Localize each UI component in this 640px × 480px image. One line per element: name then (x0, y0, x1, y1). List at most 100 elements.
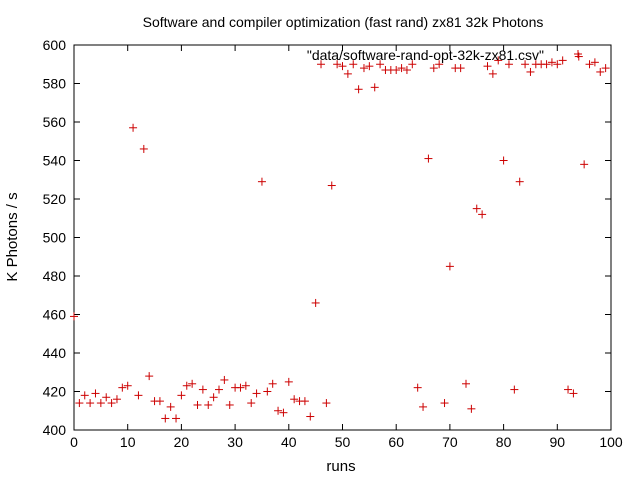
data-point (118, 383, 127, 392)
data-point (429, 64, 438, 73)
data-point (564, 385, 573, 394)
data-point (483, 62, 492, 71)
data-point (236, 383, 245, 392)
y-tick-label: 400 (43, 422, 67, 438)
x-tick-label: 40 (281, 434, 297, 450)
data-point (209, 393, 218, 402)
data-point (349, 60, 358, 69)
data-point (145, 372, 154, 381)
data-point (354, 85, 363, 94)
data-point (445, 262, 454, 271)
data-point (402, 66, 411, 75)
x-tick-label: 60 (388, 434, 404, 450)
x-axis-title: runs (326, 458, 355, 475)
data-point (279, 408, 288, 417)
data-point (547, 58, 556, 67)
y-tick-label: 500 (43, 230, 67, 246)
x-tick-label: 30 (227, 434, 243, 450)
data-point (515, 177, 524, 186)
data-point (274, 406, 283, 415)
data-point (317, 60, 326, 69)
data-point (558, 56, 567, 65)
data-point (478, 210, 487, 219)
data-point (521, 60, 530, 69)
data-point (601, 64, 610, 73)
data-point (268, 379, 277, 388)
data-point (553, 60, 562, 69)
legend-marker-symbol (574, 50, 582, 58)
x-tick-label: 80 (496, 434, 512, 450)
chart-title: Software and compiler optimization (fast… (143, 14, 544, 30)
legend: "data/software-rand-opt-32k-zx81.csv" (307, 47, 582, 63)
data-point (134, 391, 143, 400)
data-point (370, 83, 379, 92)
y-tick-label: 540 (43, 153, 67, 169)
data-point (424, 154, 433, 163)
data-point (257, 177, 266, 186)
data-point (263, 387, 272, 396)
x-tick-label: 0 (70, 434, 78, 450)
data-point (177, 391, 186, 400)
data-point (435, 60, 444, 69)
data-point (504, 60, 513, 69)
y-tick-label: 460 (43, 307, 67, 323)
data-point (172, 414, 181, 423)
axis-ticks: 0 10 20 30 40 50 60 70 80 90 100 400 420 440 460 480 500… (43, 37, 623, 450)
data-point (96, 399, 105, 408)
data-point (376, 60, 385, 69)
data-point (311, 298, 320, 307)
data-point (252, 389, 261, 398)
y-tick-label: 520 (43, 191, 67, 207)
data-point (343, 69, 352, 78)
data-point (290, 395, 299, 404)
legend-label: "data/software-rand-opt-32k-zx81.csv" (307, 47, 544, 63)
y-tick-label: 580 (43, 76, 67, 92)
data-point (327, 181, 336, 190)
data-point (365, 62, 374, 71)
data-point (161, 414, 170, 423)
y-tick-label: 480 (43, 268, 67, 284)
data-point (408, 60, 417, 69)
data-point (494, 56, 503, 65)
data-point (542, 60, 551, 69)
plot-area-frame (73, 44, 612, 431)
x-tick-label: 100 (599, 434, 623, 450)
data-point (198, 385, 207, 394)
data-point (225, 400, 234, 409)
data-point (338, 62, 347, 71)
data-point (247, 399, 256, 408)
data-point (526, 67, 535, 76)
legend-marker (574, 50, 582, 58)
data-point (585, 60, 594, 69)
data-point (440, 399, 449, 408)
data-point (510, 385, 519, 394)
data-point (596, 67, 605, 76)
data-point (392, 66, 401, 75)
data-point (188, 379, 197, 388)
data-point (300, 397, 309, 406)
data-point (182, 381, 191, 390)
data-point (359, 64, 368, 73)
data-point (397, 64, 406, 73)
y-axis-title: K Photons / s (4, 192, 21, 281)
data-point (333, 60, 342, 69)
data-point (284, 377, 293, 386)
data-point (580, 160, 589, 169)
data-point (467, 404, 476, 413)
x-tick-label: 10 (120, 434, 136, 450)
data-point (590, 58, 599, 67)
data-point (462, 379, 471, 388)
data-point (112, 395, 121, 404)
data-point (241, 381, 250, 390)
data-point (204, 400, 213, 409)
data-point (214, 385, 223, 394)
data-point (166, 402, 175, 411)
data-point (86, 399, 95, 408)
data-point (220, 375, 229, 384)
y-tick-label: 600 (43, 37, 67, 53)
x-tick-label: 20 (174, 434, 190, 450)
data-point (193, 400, 202, 409)
data-point (139, 144, 148, 153)
y-tick-label: 420 (43, 384, 67, 400)
